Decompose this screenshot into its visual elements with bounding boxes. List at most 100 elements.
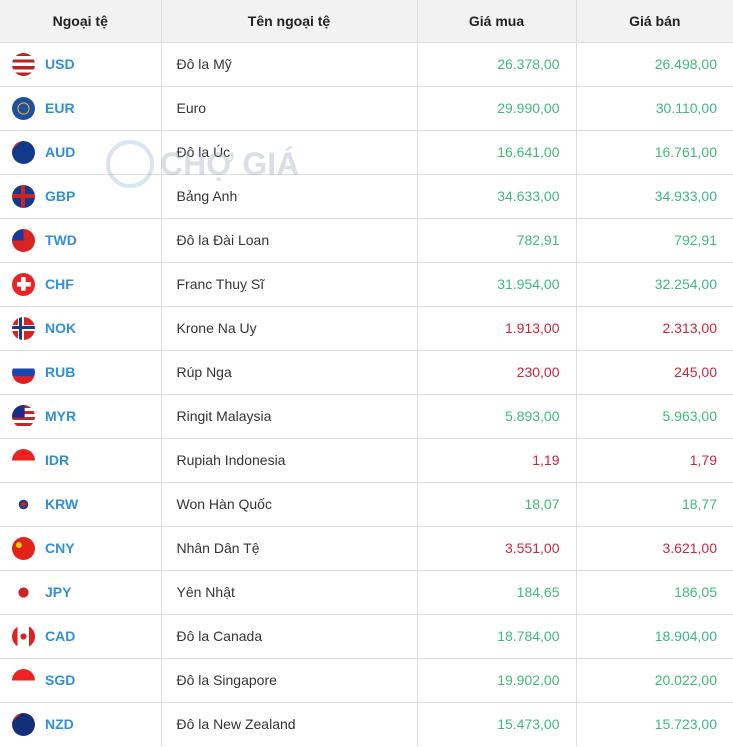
currency-name: Đô la Mỹ <box>161 41 418 86</box>
buy-price: 5.893,00 <box>417 393 577 438</box>
table-row: SGD Đô la Singapore 19.902,00 20.022,00 <box>0 657 733 702</box>
twd-flag-icon <box>12 228 35 252</box>
nok-flag-icon <box>12 316 35 340</box>
table-row: NOK Krone Na Uy 1.913,00 2.313,00 <box>0 305 733 350</box>
currency-code-link[interactable]: EUR <box>45 100 75 116</box>
eur-flag-icon <box>12 96 35 120</box>
currency-name: Franc Thuỵ Sĩ <box>161 261 418 306</box>
currency-code-link[interactable]: JPY <box>45 584 72 600</box>
currency-code-link[interactable]: SGD <box>45 672 76 688</box>
sell-price: 2.313,00 <box>576 305 733 350</box>
currency-code-link[interactable]: KRW <box>45 496 79 512</box>
currency-code-link[interactable]: USD <box>45 56 75 72</box>
currency-name: Đô la New Zealand <box>161 701 418 746</box>
sell-price: 15.723,00 <box>576 701 733 746</box>
sell-price: 1,79 <box>576 437 733 482</box>
buy-price: 31.954,00 <box>417 261 577 306</box>
buy-price: 18,07 <box>417 481 577 526</box>
table-row: GBP Bảng Anh 34.633,00 34.933,00 <box>0 173 733 218</box>
jpy-flag-icon <box>12 580 35 604</box>
table-row: USD Đô la Mỹ 26.378,00 26.498,00 <box>0 41 733 86</box>
buy-price: 15.473,00 <box>417 701 577 746</box>
buy-price: 26.378,00 <box>417 41 577 86</box>
currency-name: Krone Na Uy <box>161 305 418 350</box>
table-row: CNY Nhân Dân Tệ 3.551,00 3.621,00 <box>0 525 733 570</box>
myr-flag-icon <box>12 404 35 428</box>
table-row: RUB Rúp Nga 230,00 245,00 <box>0 349 733 394</box>
currency-cell: MYR <box>0 393 162 438</box>
table-row: KRW Won Hàn Quốc 18,07 18,77 <box>0 481 733 526</box>
sell-price: 792,91 <box>576 217 733 262</box>
currency-name: Won Hàn Quốc <box>161 481 418 526</box>
sell-price: 20.022,00 <box>576 657 733 702</box>
currency-name: Đô la Singapore <box>161 657 418 702</box>
currency-code-link[interactable]: IDR <box>45 452 70 468</box>
cny-flag-icon <box>12 536 35 560</box>
currency-name: Rupiah Indonesia <box>161 437 418 482</box>
usd-flag-icon <box>12 52 35 76</box>
currency-name: Bảng Anh <box>161 173 418 218</box>
currency-code-link[interactable]: TWD <box>45 232 77 248</box>
currency-cell: GBP <box>0 173 162 218</box>
currency-code-link[interactable]: RUB <box>45 364 76 380</box>
currency-cell: CHF <box>0 261 162 306</box>
table-row: TWD Đô la Đài Loan 782,91 792,91 <box>0 217 733 262</box>
sell-price: 30.110,00 <box>576 85 733 130</box>
currency-name: Đô la Đài Loan <box>161 217 418 262</box>
header-currency-name: Tên ngoại tệ <box>161 0 418 42</box>
gbp-flag-icon <box>12 184 35 208</box>
currency-name: Nhân Dân Tệ <box>161 525 418 570</box>
currency-code-link[interactable]: GBP <box>45 188 76 204</box>
currency-cell: JPY <box>0 569 162 614</box>
buy-price: 230,00 <box>417 349 577 394</box>
header-buy-price: Giá mua <box>417 0 577 42</box>
currency-code-link[interactable]: CNY <box>45 540 75 556</box>
buy-price: 1,19 <box>417 437 577 482</box>
sell-price: 245,00 <box>576 349 733 394</box>
currency-code-link[interactable]: CHF <box>45 276 74 292</box>
currency-name: Ringit Malaysia <box>161 393 418 438</box>
currency-code-link[interactable]: CAD <box>45 628 76 644</box>
currency-code-link[interactable]: NZD <box>45 716 74 733</box>
table-row: CAD Đô la Canada 18.784,00 18.904,00 <box>0 613 733 658</box>
table-row: JPY Yên Nhật 184,65 186,05 <box>0 569 733 614</box>
sell-price: 18.904,00 <box>576 613 733 658</box>
buy-price: 34.633,00 <box>417 173 577 218</box>
currency-code-link[interactable]: NOK <box>45 320 77 336</box>
sell-price: 186,05 <box>576 569 733 614</box>
buy-price: 29.990,00 <box>417 85 577 130</box>
currency-name: Yên Nhật <box>161 569 418 614</box>
header-currency-code: Ngoại tệ <box>0 0 162 42</box>
currency-name: Đô la Úc <box>161 129 418 174</box>
buy-price: 16.641,00 <box>417 129 577 174</box>
currency-cell: NOK <box>0 305 162 350</box>
currency-name: Euro <box>161 85 418 130</box>
sell-price: 34.933,00 <box>576 173 733 218</box>
currency-name: Rúp Nga <box>161 349 418 394</box>
currency-code-link[interactable]: AUD <box>45 144 76 160</box>
header-sell-price: Giá bán <box>576 0 733 42</box>
cad-flag-icon <box>12 624 35 648</box>
buy-price: 184,65 <box>417 569 577 614</box>
table-header: Ngoại tệ Tên ngoại tệ Giá mua Giá bán <box>0 0 733 42</box>
buy-price: 3.551,00 <box>417 525 577 570</box>
sell-price: 26.498,00 <box>576 41 733 86</box>
aud-flag-icon <box>12 140 35 164</box>
currency-cell: IDR <box>0 437 162 482</box>
buy-price: 19.902,00 <box>417 657 577 702</box>
currency-cell: TWD <box>0 217 162 262</box>
sell-price: 3.621,00 <box>576 525 733 570</box>
chf-flag-icon <box>12 272 35 296</box>
currency-cell: AUD <box>0 129 162 174</box>
sell-price: 16.761,00 <box>576 129 733 174</box>
rub-flag-icon <box>12 360 35 384</box>
currency-cell: USD <box>0 41 162 86</box>
sell-price: 32.254,00 <box>576 261 733 306</box>
sell-price: 18,77 <box>576 481 733 526</box>
nzd-flag-icon <box>12 712 35 736</box>
currency-cell: CAD <box>0 613 162 658</box>
currency-code-link[interactable]: MYR <box>45 408 77 424</box>
sell-price: 5.963,00 <box>576 393 733 438</box>
currency-cell: KRW <box>0 481 162 526</box>
